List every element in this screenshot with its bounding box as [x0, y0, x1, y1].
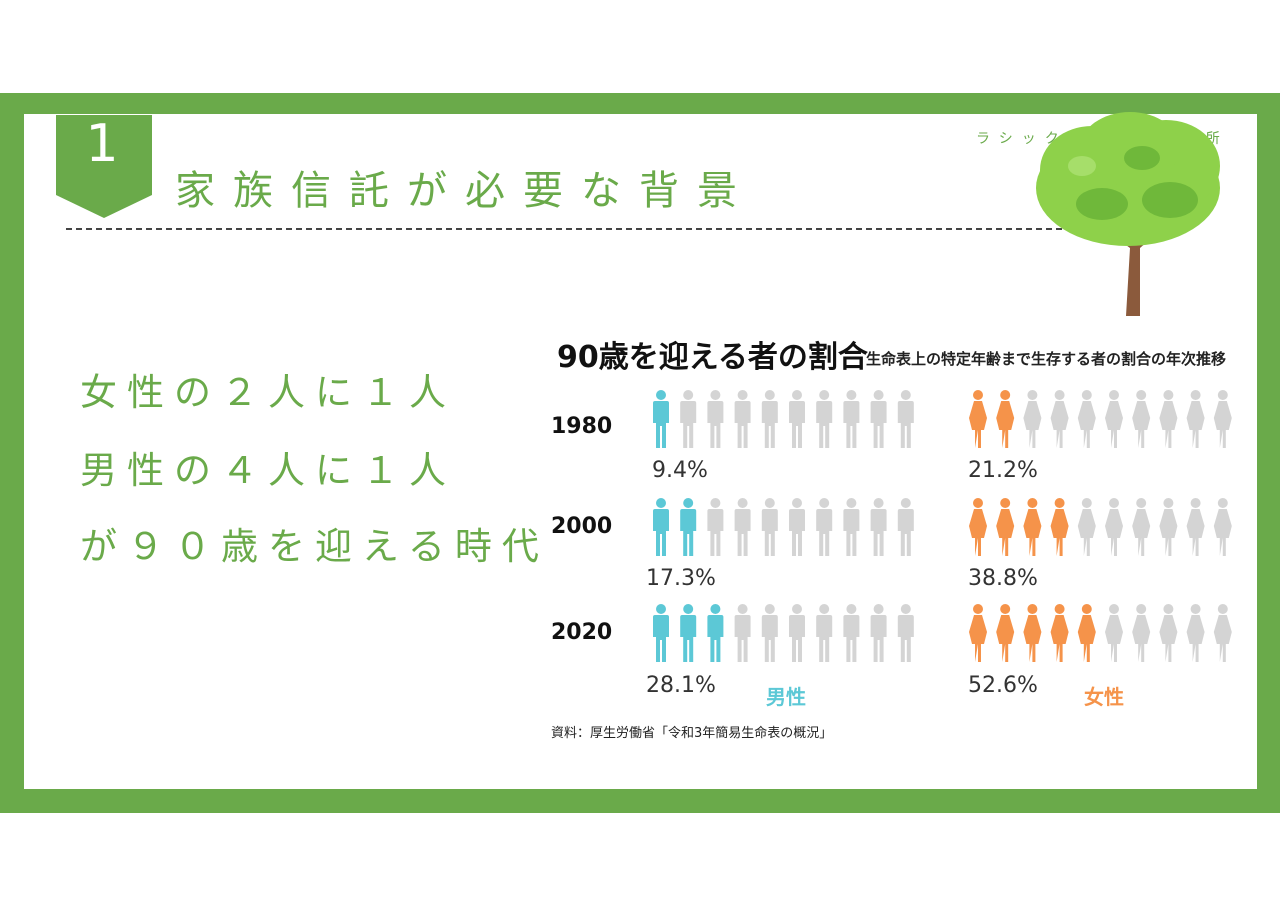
source-note: 資料：厚生労働省「令和3年簡易生命表の概況」 [551, 726, 833, 741]
section-number-badge [56, 115, 152, 218]
female-pct-2020: 52.6% [968, 673, 1038, 698]
title-divider [66, 228, 1072, 230]
headline-line-1: 女性の２人に１人 [80, 371, 456, 414]
page-title: 家族信託が必要な背景 [175, 168, 755, 214]
legend-female: 女性 [1084, 685, 1124, 709]
female-pct-2000: 38.8% [968, 566, 1038, 591]
tree-icon [1036, 112, 1220, 316]
legend-male: 男性 [766, 685, 806, 709]
male-pct-2000: 17.3% [646, 566, 716, 591]
slide-content-area [24, 114, 1257, 789]
chart-title: 90歳を迎える者の割合 [557, 340, 868, 375]
chart-subtitle: 生命表上の特定年齢まで生存する者の割合の年次推移 [866, 350, 1227, 368]
year-label-1980: 1980 [551, 414, 613, 439]
headline-line-2: 男性の４人に１人 [80, 449, 456, 492]
headline-line-3: が９０歳を迎える時代 [80, 525, 549, 568]
section-number: 1 [85, 114, 119, 174]
year-label-2020: 2020 [551, 620, 613, 645]
female-pct-1980: 21.2% [968, 458, 1038, 483]
year-label-2000: 2000 [551, 514, 613, 539]
male-pct-1980: 9.4% [652, 458, 708, 483]
male-pct-2020: 28.1% [646, 673, 716, 698]
